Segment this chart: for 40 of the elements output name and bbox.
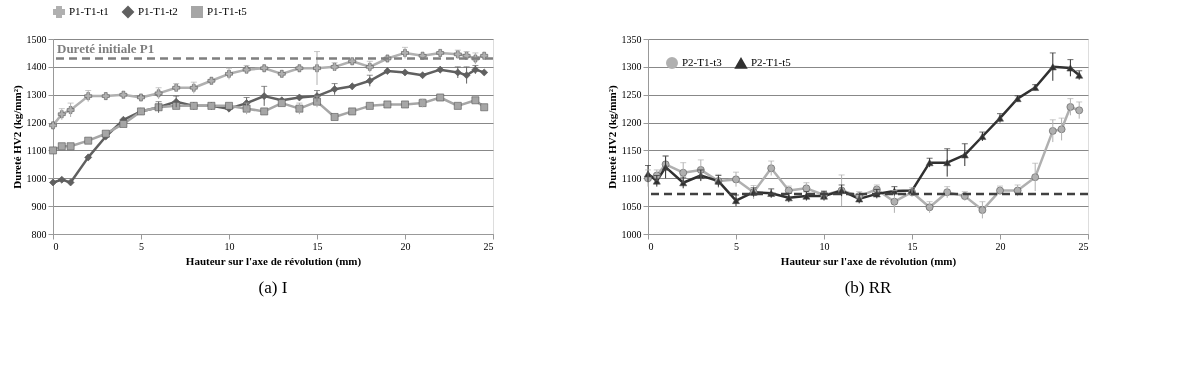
text: (a) I bbox=[258, 278, 288, 297]
legend-label: P1-T1-t2 bbox=[138, 5, 178, 17]
x-tick-label: 0 bbox=[648, 240, 654, 252]
y-axis-title: Dureté HV2 (kg/mm²) bbox=[10, 85, 24, 189]
text: (b) RR bbox=[844, 278, 893, 297]
x-tick-label: 10 bbox=[224, 240, 235, 252]
ref-line-label: Dureté initiale P1 bbox=[57, 40, 155, 56]
y-tick-label: 1200 bbox=[26, 117, 47, 129]
x-tick-label: 5 bbox=[139, 240, 144, 252]
x-tick-label: 20 bbox=[400, 240, 411, 252]
legend-label: P2-T1-t3 bbox=[682, 56, 723, 68]
y-tick-label: 1100 bbox=[26, 144, 47, 156]
y-tick-label: 1500 bbox=[26, 33, 47, 45]
y-tick-label: 900 bbox=[31, 200, 47, 212]
x-tick-label: 10 bbox=[819, 240, 830, 252]
y-tick-label: 1000 bbox=[26, 172, 47, 184]
y-axis-title: Dureté HV2 (kg/mm²) bbox=[605, 85, 619, 189]
y-tick-label: 800 bbox=[31, 228, 47, 240]
y-tick-label: 1300 bbox=[26, 89, 47, 101]
y-tick-label: 1000 bbox=[621, 228, 642, 240]
x-axis-title: Hauteur sur l'axe de révolution (mm) bbox=[780, 254, 957, 268]
y-tick-label: 1050 bbox=[621, 200, 642, 212]
x-tick-label: 25 bbox=[483, 240, 494, 252]
y-tick-label: 1100 bbox=[621, 172, 642, 184]
x-tick-label: 20 bbox=[995, 240, 1006, 252]
legend-label: P2-T1-t5 bbox=[751, 56, 792, 69]
y-tick-label: 1250 bbox=[621, 89, 642, 101]
x-tick-label: 15 bbox=[907, 240, 918, 252]
legend-label: P1-T1-t5 bbox=[207, 5, 248, 17]
legend-label: P1-T1-t1 bbox=[69, 5, 109, 17]
x-tick-label: 15 bbox=[312, 240, 323, 252]
y-tick-label: 1150 bbox=[621, 144, 642, 156]
y-tick-label: 1350 bbox=[621, 33, 642, 45]
y-tick-label: 1300 bbox=[621, 61, 642, 73]
y-tick-label: 1400 bbox=[26, 61, 47, 73]
x-tick-label: 5 bbox=[734, 240, 739, 252]
x-tick-label: 0 bbox=[53, 240, 59, 252]
x-tick-label: 25 bbox=[1078, 240, 1089, 252]
y-tick-label: 1200 bbox=[621, 117, 642, 129]
x-axis-title: Hauteur sur l'axe de révolution (mm) bbox=[185, 254, 362, 268]
